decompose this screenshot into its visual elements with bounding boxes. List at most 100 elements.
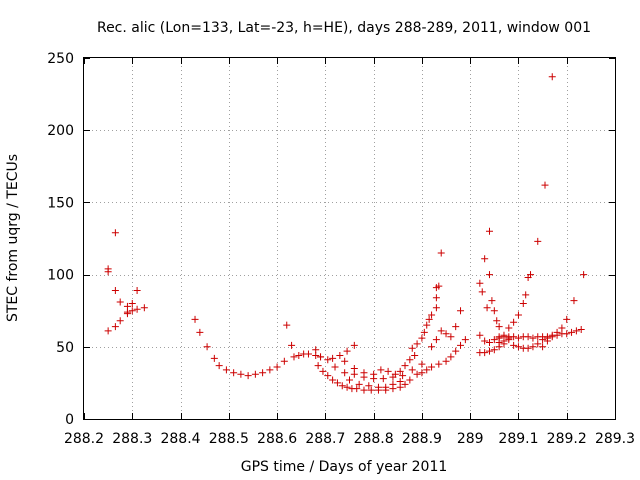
x-tick-label: 288.7 [305, 431, 345, 447]
data-point [437, 249, 445, 257]
data-point [295, 351, 303, 359]
data-point [379, 375, 387, 383]
data-point [123, 308, 131, 316]
data-point [399, 372, 407, 380]
data-point [580, 271, 588, 279]
data-point [483, 304, 491, 312]
data-point [133, 305, 141, 313]
data-point [396, 377, 404, 385]
x-tick-label: 288.6 [257, 431, 297, 447]
y-tick-label: 250 [47, 51, 74, 67]
data-point [522, 291, 530, 299]
data-point [104, 327, 112, 335]
y-axis-tick-labels: 0 50 100 150 200 250 [47, 51, 74, 428]
data-point [524, 344, 532, 352]
data-point [510, 333, 518, 341]
data-point [280, 357, 288, 365]
x-tick-label: 288.5 [209, 431, 249, 447]
data-point [490, 346, 498, 354]
data-point [548, 73, 556, 81]
data-point [514, 334, 522, 342]
data-point [408, 366, 416, 374]
data-point [273, 363, 281, 371]
data-point [572, 327, 580, 335]
data-point [563, 315, 571, 323]
data-point [196, 328, 204, 336]
x-tick-label: 289.3 [595, 431, 635, 447]
data-point [396, 367, 404, 375]
data-point [341, 369, 349, 377]
data-point [111, 286, 119, 294]
data-point [481, 255, 489, 263]
data-point [519, 299, 527, 307]
data-point [432, 294, 440, 302]
data-point [485, 338, 493, 346]
data-point [457, 341, 465, 349]
data-point [406, 376, 414, 384]
data-point [128, 299, 136, 307]
data-point [490, 307, 498, 315]
data-point [413, 340, 421, 348]
data-point [370, 370, 378, 378]
data-point [432, 304, 440, 312]
data-point [495, 338, 503, 346]
data-point [428, 363, 436, 371]
data-point [329, 354, 337, 362]
data-point [401, 380, 409, 388]
data-point [485, 347, 493, 355]
data-point [336, 351, 344, 359]
data-point [377, 366, 385, 374]
data-point [353, 385, 361, 393]
data-point [452, 323, 460, 331]
data-point [317, 353, 325, 361]
data-point [230, 369, 238, 377]
data-point [333, 379, 341, 387]
y-tick-label: 0 [65, 412, 74, 428]
data-point [476, 279, 484, 287]
y-tick-label: 100 [47, 268, 74, 284]
data-point [461, 336, 469, 344]
data-point [288, 341, 296, 349]
data-point [215, 362, 223, 370]
x-tick-label: 289.1 [498, 431, 538, 447]
data-point [319, 367, 327, 375]
data-point [203, 343, 211, 351]
y-tick-label: 50 [56, 340, 74, 356]
data-point [266, 366, 274, 374]
data-point [367, 386, 375, 394]
x-axis-label: GPS time / Days of year 2011 [241, 459, 448, 475]
data-point [382, 383, 390, 391]
plot-frame [83, 57, 616, 420]
data-point [505, 324, 513, 332]
data-point [391, 370, 399, 378]
x-tick-label: 288.8 [354, 431, 394, 447]
data-point [350, 341, 358, 349]
data-point [541, 181, 549, 189]
data-point [423, 366, 431, 374]
data-point [324, 356, 332, 364]
data-point [283, 321, 291, 329]
data-point [543, 337, 551, 345]
data-point [534, 340, 542, 348]
data-point [514, 311, 522, 319]
data-point [116, 298, 124, 306]
data-point [428, 343, 436, 351]
data-point [435, 282, 443, 290]
data-point [447, 333, 455, 341]
x-tick-label: 288.9 [402, 431, 442, 447]
data-point [488, 297, 496, 305]
data-point [420, 328, 428, 336]
data-point [341, 357, 349, 365]
data-point [111, 323, 119, 331]
axis-ticks [84, 58, 616, 420]
data-point [437, 327, 445, 335]
x-tick-label: 288.4 [160, 431, 200, 447]
data-point [529, 343, 537, 351]
grid [84, 58, 615, 419]
data-point [360, 386, 368, 394]
data-points [104, 73, 588, 394]
data-point [312, 346, 320, 354]
data-point [481, 349, 489, 357]
data-point [401, 362, 409, 370]
